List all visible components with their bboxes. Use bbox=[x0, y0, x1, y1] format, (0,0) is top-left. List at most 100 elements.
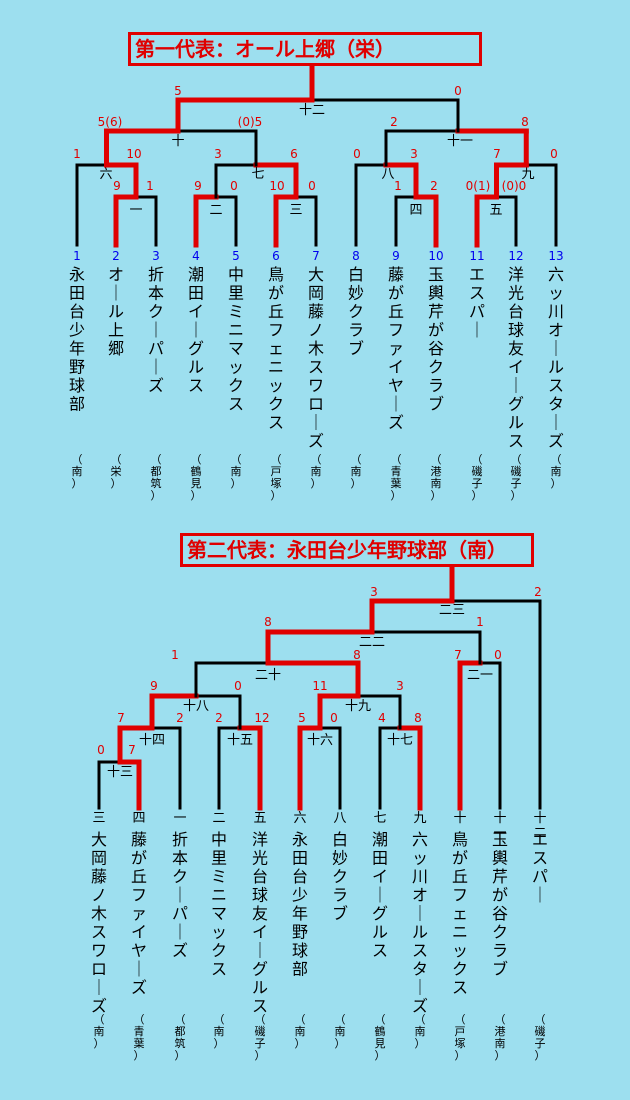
score: 9 bbox=[113, 179, 121, 193]
team-seed-label: 十二 bbox=[533, 811, 546, 841]
team-area: （港南） bbox=[495, 1013, 506, 1062]
game-label: 十四 bbox=[139, 733, 165, 748]
team-area: （南） bbox=[295, 1013, 306, 1050]
team-seed-label: 五 bbox=[253, 811, 266, 826]
team-name: オ｜ル上郷 bbox=[108, 265, 124, 358]
score: (0)0 bbox=[502, 179, 527, 193]
seed-number: 6 bbox=[272, 249, 280, 263]
team-name: 中里ミニマックス bbox=[228, 265, 244, 414]
team-seed-label: 九 bbox=[413, 811, 426, 826]
seed-number: 9 bbox=[392, 249, 400, 263]
team-name: 折本ク｜パ｜ズ bbox=[148, 265, 164, 395]
seed-number: 2 bbox=[112, 249, 120, 263]
game-label: 四 bbox=[409, 203, 422, 218]
team-area: （磯子） bbox=[535, 1013, 546, 1062]
score: 0 bbox=[330, 711, 338, 725]
score: 0 bbox=[97, 743, 105, 757]
score: 7 bbox=[128, 743, 136, 757]
game-label: 八 bbox=[381, 167, 394, 182]
team-name: エスパ｜ bbox=[532, 830, 548, 905]
team-name: 大岡藤ノ木スワロ｜ズ bbox=[308, 265, 324, 451]
seed-number: 5 bbox=[232, 249, 240, 263]
score: 9 bbox=[150, 679, 158, 693]
game-label: 九 bbox=[521, 167, 534, 182]
seed-number: 11 bbox=[469, 249, 484, 263]
team-area: （戸塚） bbox=[455, 1013, 466, 1062]
team-name: 永田台少年野球部 bbox=[292, 830, 308, 979]
team-area: （南） bbox=[72, 453, 83, 490]
score: 3 bbox=[370, 585, 378, 599]
second-representative-title: 第二代表：永田台少年野球部（南） bbox=[180, 533, 534, 567]
score: 1 bbox=[171, 648, 179, 662]
team-area: （磯子） bbox=[472, 453, 483, 502]
score: 5 bbox=[174, 84, 182, 98]
team-name: 鳥が丘フェニックス bbox=[268, 265, 284, 432]
game-label: 六 bbox=[99, 167, 112, 182]
score: (0)5 bbox=[238, 115, 263, 129]
score: 1 bbox=[394, 179, 402, 193]
team-name: 白妙クラブ bbox=[348, 265, 364, 358]
game-label: 十七 bbox=[387, 733, 413, 748]
team-area: （青葉） bbox=[391, 453, 402, 502]
team-area: （南） bbox=[231, 453, 242, 490]
team-name: 六ッ川オ｜ルスタ｜ズ bbox=[548, 265, 564, 451]
game-label: 七 bbox=[251, 167, 264, 182]
game-label: 十 bbox=[171, 134, 184, 149]
score: 9 bbox=[194, 179, 202, 193]
score: 3 bbox=[410, 147, 418, 161]
score: 2 bbox=[534, 585, 542, 599]
score: 8 bbox=[264, 615, 272, 629]
score: 1 bbox=[146, 179, 154, 193]
team-seed-label: 三 bbox=[92, 811, 105, 826]
score: 0 bbox=[308, 179, 316, 193]
seed-number: 8 bbox=[352, 249, 360, 263]
game-label: 十二 bbox=[299, 103, 325, 118]
team-area: （南） bbox=[311, 453, 322, 490]
team-area: （都筑） bbox=[175, 1013, 186, 1062]
team-seed-label: 七 bbox=[373, 811, 386, 826]
game-label: 二一 bbox=[467, 668, 493, 683]
team-name: 折本ク｜パ｜ズ bbox=[172, 830, 188, 960]
team-name: 大岡藤ノ木スワロ｜ズ bbox=[91, 830, 107, 1016]
team-area: （鶴見） bbox=[375, 1013, 386, 1062]
team-name: 洋光台球友イ｜グルス bbox=[508, 265, 524, 451]
game-label: 十六 bbox=[307, 733, 333, 748]
team-area: （南） bbox=[351, 453, 362, 490]
score: 8 bbox=[353, 648, 361, 662]
score: 4 bbox=[378, 711, 386, 725]
seed-number: 12 bbox=[508, 249, 523, 263]
score: 5(6) bbox=[98, 115, 123, 129]
score: 10 bbox=[126, 147, 141, 161]
team-seed-label: 十一 bbox=[493, 811, 506, 841]
team-name: 潮田イ｜グルス bbox=[372, 830, 388, 960]
score: 12 bbox=[254, 711, 269, 725]
team-name: エスパ｜ bbox=[469, 265, 485, 340]
score: 7 bbox=[493, 147, 501, 161]
team-area: （磯子） bbox=[511, 453, 522, 502]
team-seed-label: 一 bbox=[173, 811, 186, 826]
score: 0 bbox=[454, 84, 462, 98]
team-area: （南） bbox=[415, 1013, 426, 1050]
game-label: 二三 bbox=[439, 603, 465, 618]
game-label: 二十 bbox=[255, 668, 281, 683]
score: 2 bbox=[176, 711, 184, 725]
team-name: 玉輿芹が谷クラブ bbox=[428, 265, 444, 414]
game-label: 一 bbox=[129, 203, 142, 218]
team-seed-label: 二 bbox=[212, 811, 225, 826]
game-label: 五 bbox=[489, 203, 502, 218]
seed-number: 10 bbox=[428, 249, 443, 263]
seed-number: 4 bbox=[192, 249, 200, 263]
game-label: 二 bbox=[209, 203, 222, 218]
score: 0 bbox=[353, 147, 361, 161]
game-label: 二二 bbox=[359, 635, 385, 650]
team-area: （南） bbox=[94, 1013, 105, 1050]
team-area: （都筑） bbox=[151, 453, 162, 502]
score: 2 bbox=[215, 711, 223, 725]
team-name: 中里ミニマックス bbox=[211, 830, 227, 979]
team-seed-label: 十 bbox=[453, 811, 466, 826]
game-label: 十九 bbox=[345, 699, 371, 714]
score: 1 bbox=[476, 615, 484, 629]
team-seed-label: 八 bbox=[333, 811, 346, 826]
team-name: 鳥が丘フェニックス bbox=[452, 830, 468, 997]
